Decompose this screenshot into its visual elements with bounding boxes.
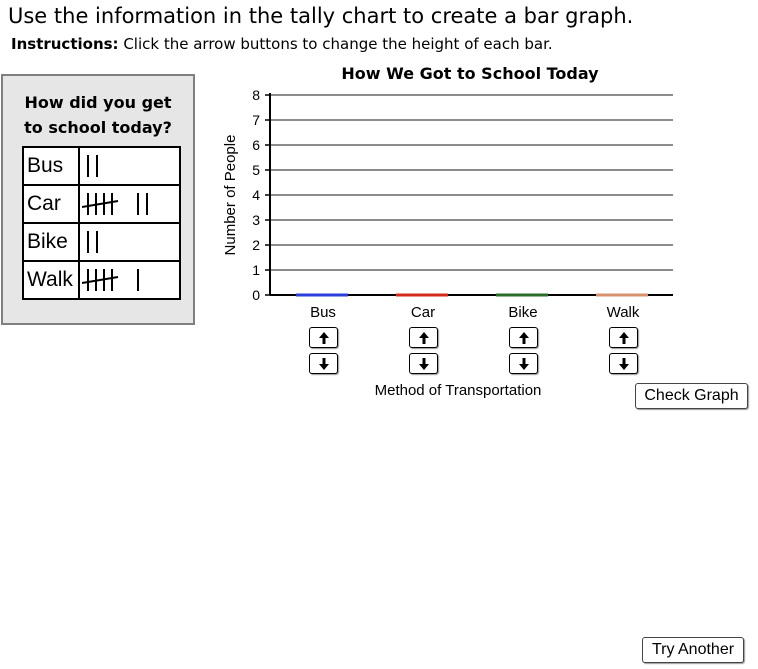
tally-label: Bike — [22, 222, 80, 262]
tally-row: Walk — [22, 260, 181, 300]
y-tick-label: 0 — [252, 287, 260, 303]
arrow-down-icon — [319, 358, 329, 370]
tally-label: Walk — [22, 260, 80, 300]
category-label: Walk — [607, 304, 640, 321]
instructions-label: Instructions: — [11, 35, 119, 53]
y-axis-label: Number of People — [222, 135, 239, 256]
chart-title: How We Got to School Today — [341, 64, 599, 83]
y-tick-label: 2 — [252, 237, 260, 253]
tally-panel: How did you get to school today? Bus Car… — [1, 74, 195, 325]
bar-bike-up-button[interactable] — [509, 327, 538, 348]
tally-marks — [78, 146, 181, 186]
arrow-shape — [419, 358, 429, 370]
bar-car-down-button[interactable] — [409, 353, 438, 374]
arrow-down-icon — [519, 358, 529, 370]
bar — [496, 293, 548, 297]
tally-cross-stroke — [82, 276, 119, 284]
bar-bus-down-button[interactable] — [309, 353, 338, 374]
y-tick-label: 8 — [252, 87, 260, 103]
x-axis-label: Method of Transportation — [375, 382, 542, 399]
arrow-down-icon — [419, 358, 429, 370]
instructions: Instructions: Click the arrow buttons to… — [11, 35, 553, 53]
tally-marks-icon — [82, 269, 139, 291]
tally-label: Car — [22, 184, 80, 224]
arrow-up-icon — [319, 332, 329, 344]
arrow-down-icon — [619, 358, 629, 370]
arrow-up-icon — [619, 332, 629, 344]
category-label: Bus — [310, 304, 336, 321]
arrow-shape — [619, 358, 629, 370]
tally-cross-stroke — [82, 200, 119, 208]
category-label: Car — [411, 304, 435, 321]
arrow-shape — [519, 358, 529, 370]
bar-car-up-button[interactable] — [409, 327, 438, 348]
tally-marks — [78, 222, 181, 262]
arrow-shape — [319, 358, 329, 370]
bar-bike-down-button[interactable] — [509, 353, 538, 374]
tally-marks — [78, 260, 181, 300]
tally-row: Bus — [22, 146, 181, 186]
bar-bus-up-button[interactable] — [309, 327, 338, 348]
y-tick-label: 1 — [252, 262, 260, 278]
bar-walk-down-button[interactable] — [609, 353, 638, 374]
tally-marks-icon — [82, 193, 148, 215]
tally-marks-icon — [87, 155, 98, 177]
instructions-text: Click the arrow buttons to change the he… — [118, 35, 553, 53]
tally-marks — [78, 184, 181, 224]
bar-chart: How We Got to School Today 0 1 2 3 4 5 6 7 8 Numbe… — [222, 64, 673, 399]
page-heading: Use the information in the tally chart t… — [8, 4, 634, 28]
y-tick-label: 5 — [252, 162, 260, 178]
tally-question: How did you get to school today? — [3, 90, 193, 140]
arrow-shape — [519, 332, 529, 344]
arrow-shape — [419, 332, 429, 344]
bar — [596, 293, 648, 297]
bar — [396, 293, 448, 297]
tally-label: Bus — [22, 146, 80, 186]
try-another-button[interactable]: Try Another — [642, 637, 744, 663]
arrow-shape — [619, 332, 629, 344]
bar — [296, 293, 348, 297]
tally-row: Bike — [22, 222, 181, 262]
category-label: Bike — [508, 304, 537, 321]
tally-table: Bus Car Bike Walk — [22, 146, 181, 300]
y-tick-label: 6 — [252, 137, 260, 153]
y-tick-label: 3 — [252, 212, 260, 228]
y-tick-label: 4 — [252, 187, 260, 203]
arrow-up-icon — [519, 332, 529, 344]
y-tick-label: 7 — [252, 112, 260, 128]
bar-walk-up-button[interactable] — [609, 327, 638, 348]
arrow-shape — [319, 332, 329, 344]
tally-marks-icon — [87, 231, 98, 253]
check-graph-button[interactable]: Check Graph — [635, 383, 748, 409]
tally-question-line-1: How did you get — [24, 93, 172, 112]
tally-question-line-2: to school today? — [24, 118, 172, 137]
arrow-up-icon — [419, 332, 429, 344]
tally-row: Car — [22, 184, 181, 224]
